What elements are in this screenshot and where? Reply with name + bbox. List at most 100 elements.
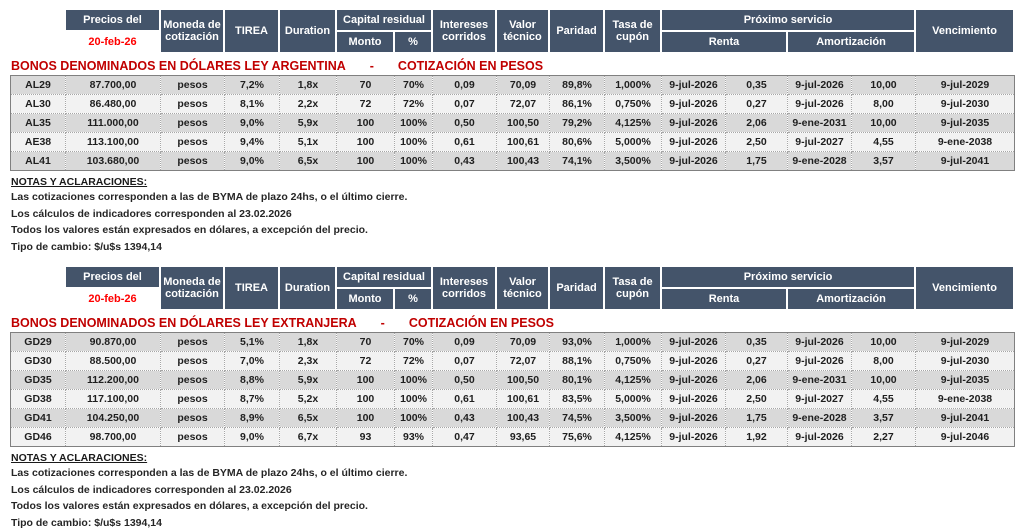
- bond-value-cell[interactable]: 6,5x: [279, 151, 337, 171]
- bond-value-cell[interactable]: 10,00: [851, 113, 916, 133]
- bond-ticker-cell[interactable]: GD29: [10, 332, 66, 352]
- bond-value-cell[interactable]: 9-jul-2026: [661, 408, 726, 428]
- bond-value-cell[interactable]: 9-jul-2041: [915, 151, 1015, 171]
- bond-value-cell[interactable]: 100: [336, 408, 395, 428]
- bond-ticker-cell[interactable]: GD35: [10, 370, 66, 390]
- bond-value-cell[interactable]: 3,500%: [604, 408, 662, 428]
- bond-ticker-cell[interactable]: AL30: [10, 94, 66, 114]
- bond-value-cell[interactable]: 9-jul-2035: [915, 370, 1015, 390]
- bond-value-cell[interactable]: 5,9x: [279, 370, 337, 390]
- bond-value-cell[interactable]: 70%: [394, 332, 433, 352]
- bond-value-cell[interactable]: 0,27: [725, 94, 788, 114]
- bond-value-cell[interactable]: 6,5x: [279, 408, 337, 428]
- bond-value-cell[interactable]: 100,50: [496, 113, 550, 133]
- bond-value-cell[interactable]: 9-ene-2031: [787, 113, 852, 133]
- bond-ticker-cell[interactable]: GD38: [10, 389, 66, 409]
- bond-value-cell[interactable]: 9-jul-2026: [787, 427, 852, 447]
- bond-value-cell[interactable]: 100: [336, 113, 395, 133]
- bond-value-cell[interactable]: 0,35: [725, 75, 788, 95]
- bond-value-cell[interactable]: 9-jul-2027: [787, 132, 852, 152]
- bond-value-cell[interactable]: 9-ene-2038: [915, 132, 1015, 152]
- bond-value-cell[interactable]: 100,50: [496, 370, 550, 390]
- bond-value-cell[interactable]: 93: [336, 427, 395, 447]
- bond-value-cell[interactable]: 4,125%: [604, 113, 662, 133]
- bond-value-cell[interactable]: 9-jul-2041: [915, 408, 1015, 428]
- bond-value-cell[interactable]: 8,9%: [224, 408, 280, 428]
- bond-value-cell[interactable]: 9-jul-2026: [661, 351, 726, 371]
- bond-value-cell[interactable]: 7,0%: [224, 351, 280, 371]
- bond-value-cell[interactable]: 10,00: [851, 75, 916, 95]
- bond-value-cell[interactable]: 3,500%: [604, 151, 662, 171]
- bond-value-cell[interactable]: 10,00: [851, 332, 916, 352]
- bond-value-cell[interactable]: 104.250,00: [65, 408, 161, 428]
- bond-value-cell[interactable]: pesos: [160, 151, 225, 171]
- bond-value-cell[interactable]: 100%: [394, 389, 433, 409]
- bond-value-cell[interactable]: 100,43: [496, 408, 550, 428]
- bond-value-cell[interactable]: 90.870,00: [65, 332, 161, 352]
- bond-value-cell[interactable]: 9-jul-2026: [661, 427, 726, 447]
- bond-value-cell[interactable]: 9-jul-2026: [661, 132, 726, 152]
- bond-value-cell[interactable]: 5,000%: [604, 389, 662, 409]
- bond-value-cell[interactable]: 9-jul-2026: [787, 75, 852, 95]
- bond-value-cell[interactable]: 9-jul-2026: [661, 113, 726, 133]
- bond-value-cell[interactable]: 0,50: [432, 370, 497, 390]
- bond-value-cell[interactable]: 100: [336, 389, 395, 409]
- bond-value-cell[interactable]: 100: [336, 151, 395, 171]
- bond-value-cell[interactable]: pesos: [160, 332, 225, 352]
- bond-value-cell[interactable]: 117.100,00: [65, 389, 161, 409]
- bond-value-cell[interactable]: 0,750%: [604, 351, 662, 371]
- bond-value-cell[interactable]: 2,50: [725, 132, 788, 152]
- bond-value-cell[interactable]: 6,7x: [279, 427, 337, 447]
- bond-value-cell[interactable]: pesos: [160, 408, 225, 428]
- bond-value-cell[interactable]: 74,5%: [549, 408, 605, 428]
- bond-value-cell[interactable]: 4,55: [851, 132, 916, 152]
- bond-value-cell[interactable]: 9-jul-2029: [915, 332, 1015, 352]
- bond-value-cell[interactable]: 83,5%: [549, 389, 605, 409]
- bond-value-cell[interactable]: 72,07: [496, 94, 550, 114]
- bond-value-cell[interactable]: 9-jul-2026: [787, 332, 852, 352]
- bond-ticker-cell[interactable]: GD46: [10, 427, 66, 447]
- bond-value-cell[interactable]: 3,57: [851, 151, 916, 171]
- bond-value-cell[interactable]: 0,09: [432, 332, 497, 352]
- bond-value-cell[interactable]: 75,6%: [549, 427, 605, 447]
- bond-value-cell[interactable]: 72%: [394, 94, 433, 114]
- bond-ticker-cell[interactable]: GD30: [10, 351, 66, 371]
- bond-value-cell[interactable]: 5,1x: [279, 132, 337, 152]
- bond-value-cell[interactable]: 100: [336, 132, 395, 152]
- bond-value-cell[interactable]: 5,9x: [279, 113, 337, 133]
- bond-value-cell[interactable]: 2,06: [725, 370, 788, 390]
- bond-value-cell[interactable]: 93%: [394, 427, 433, 447]
- bond-value-cell[interactable]: 9-jul-2026: [661, 151, 726, 171]
- bond-ticker-cell[interactable]: AL29: [10, 75, 66, 95]
- bond-value-cell[interactable]: 2,3x: [279, 351, 337, 371]
- bond-value-cell[interactable]: pesos: [160, 351, 225, 371]
- bond-value-cell[interactable]: 4,125%: [604, 370, 662, 390]
- bond-value-cell[interactable]: 72: [336, 351, 395, 371]
- bond-value-cell[interactable]: 8,00: [851, 351, 916, 371]
- bond-value-cell[interactable]: 113.100,00: [65, 132, 161, 152]
- bond-value-cell[interactable]: 8,8%: [224, 370, 280, 390]
- bond-value-cell[interactable]: 9-jul-2026: [661, 370, 726, 390]
- bond-value-cell[interactable]: 9-jul-2026: [661, 94, 726, 114]
- bond-value-cell[interactable]: 5,000%: [604, 132, 662, 152]
- bond-value-cell[interactable]: 9-jul-2029: [915, 75, 1015, 95]
- bond-value-cell[interactable]: 1,92: [725, 427, 788, 447]
- bond-value-cell[interactable]: 0,750%: [604, 94, 662, 114]
- bond-value-cell[interactable]: 70,09: [496, 332, 550, 352]
- bond-value-cell[interactable]: 86,1%: [549, 94, 605, 114]
- bond-value-cell[interactable]: 9-ene-2028: [787, 151, 852, 171]
- bond-value-cell[interactable]: 1,75: [725, 151, 788, 171]
- bond-value-cell[interactable]: 74,1%: [549, 151, 605, 171]
- bond-value-cell[interactable]: pesos: [160, 132, 225, 152]
- bond-value-cell[interactable]: 93,0%: [549, 332, 605, 352]
- bond-value-cell[interactable]: 5,1%: [224, 332, 280, 352]
- bond-value-cell[interactable]: 4,125%: [604, 427, 662, 447]
- bond-value-cell[interactable]: 0,27: [725, 351, 788, 371]
- bond-value-cell[interactable]: 2,06: [725, 113, 788, 133]
- bond-value-cell[interactable]: 0,07: [432, 94, 497, 114]
- bond-value-cell[interactable]: 100%: [394, 132, 433, 152]
- bond-value-cell[interactable]: 9-jul-2046: [915, 427, 1015, 447]
- bond-value-cell[interactable]: 0,09: [432, 75, 497, 95]
- bond-value-cell[interactable]: 80,1%: [549, 370, 605, 390]
- bond-value-cell[interactable]: 100: [336, 370, 395, 390]
